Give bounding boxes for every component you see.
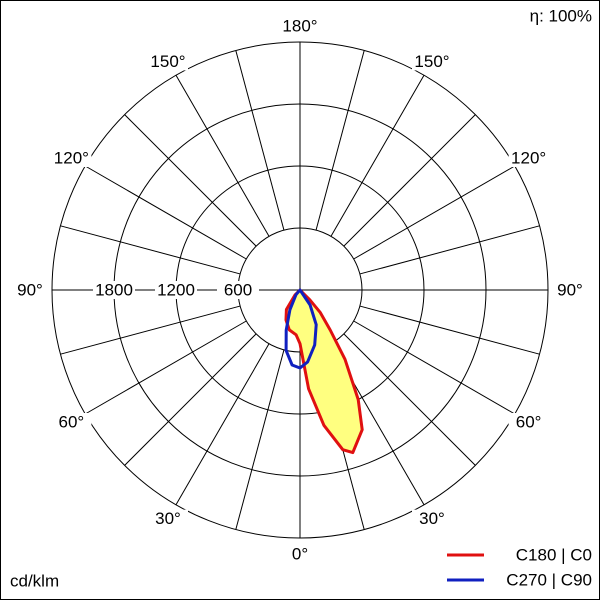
spoke xyxy=(343,114,476,247)
spoke xyxy=(124,333,257,466)
label-bg xyxy=(550,281,590,299)
spoke xyxy=(343,333,476,466)
spoke xyxy=(359,305,540,355)
spoke xyxy=(315,50,365,231)
spoke xyxy=(84,320,247,415)
label-bg xyxy=(280,17,320,35)
theta-tick-label: 180° xyxy=(282,16,317,35)
label-bg xyxy=(51,413,92,431)
theta-tick-label: 30° xyxy=(419,509,445,528)
label-bg xyxy=(10,281,50,299)
label-bg xyxy=(148,509,188,528)
spoke xyxy=(60,305,241,355)
theta-tick-label: 150° xyxy=(150,52,185,71)
theta-tick-label: 120° xyxy=(511,148,546,167)
theta-tick-label: 60° xyxy=(59,412,85,431)
spoke xyxy=(235,50,285,231)
spoke xyxy=(60,225,241,275)
label-bg xyxy=(148,52,188,71)
theta-tick-label: 60° xyxy=(516,412,542,431)
series-curve xyxy=(284,288,318,370)
r-tick-label: 1800 xyxy=(95,280,133,299)
theta-tick-label: 150° xyxy=(414,52,449,71)
spoke xyxy=(353,165,516,260)
label-bg xyxy=(51,149,92,167)
spoke xyxy=(353,320,516,415)
label-bg xyxy=(508,149,549,167)
label-bg xyxy=(217,281,259,299)
legend-label: C270 | C90 xyxy=(506,570,592,589)
r-tick-label: 600 xyxy=(224,280,252,299)
spoke xyxy=(330,74,425,237)
theta-tick-label: 30° xyxy=(155,509,181,528)
efficiency-label: η: 100% xyxy=(530,6,592,25)
theta-tick-label: 90° xyxy=(17,280,43,299)
spoke xyxy=(124,114,257,247)
legend-label: C180 | C0 xyxy=(516,545,592,564)
spoke xyxy=(235,349,285,530)
label-bg xyxy=(508,413,549,431)
spoke xyxy=(175,74,270,237)
spoke xyxy=(175,343,270,506)
r-tick-label: 1200 xyxy=(157,280,195,299)
spoke xyxy=(359,225,540,275)
label-bg xyxy=(155,281,197,299)
theta-tick-label: 120° xyxy=(54,148,89,167)
label-bg xyxy=(280,545,320,563)
label-bg xyxy=(412,509,452,528)
spoke xyxy=(84,165,247,260)
theta-tick-label: 90° xyxy=(557,280,583,299)
theta-tick-label: 0° xyxy=(292,544,308,563)
label-bg xyxy=(412,52,452,71)
unit-label: cd/klm xyxy=(10,571,59,590)
series-curve xyxy=(284,288,364,455)
label-bg xyxy=(93,281,135,299)
